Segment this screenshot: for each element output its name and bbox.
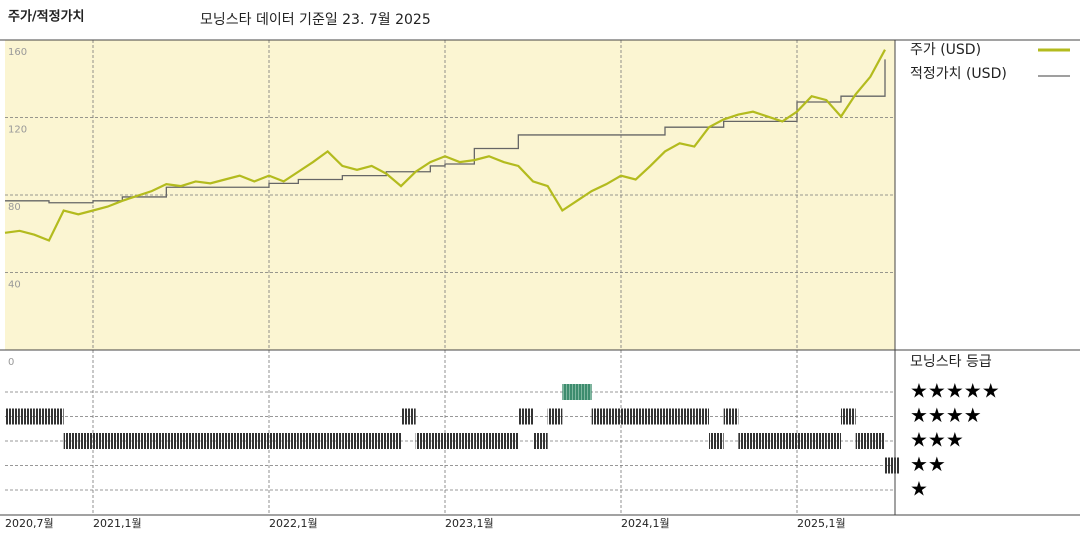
- rating-bar: [679, 408, 695, 425]
- rating-bar: [195, 433, 211, 449]
- y-tick-label: 80: [8, 202, 21, 213]
- rating-bar: [606, 408, 621, 425]
- rating-bar: [782, 433, 797, 449]
- rating-bar: [723, 408, 739, 425]
- rating-bar: [621, 408, 636, 425]
- rating-bar: [239, 433, 255, 449]
- rating-bar: [107, 433, 123, 449]
- rating-bar: [445, 433, 460, 449]
- rating-bar: [122, 433, 137, 449]
- rating-bar: [430, 433, 445, 449]
- rating-bar: [49, 408, 64, 425]
- x-tick-label: 2022,1월: [269, 517, 318, 530]
- rating-bar: [885, 457, 900, 474]
- rating-bar: [93, 433, 108, 449]
- rating-bar: [811, 433, 827, 449]
- rating-bar: [313, 433, 328, 449]
- rating-bar: [166, 433, 181, 449]
- x-tick-label: 2025,1월: [797, 517, 846, 530]
- chart-title: 주가/적정가치: [8, 9, 85, 25]
- rating-bar: [225, 433, 240, 449]
- rating-bar: [489, 433, 504, 449]
- y-tick-label: 40: [8, 280, 21, 291]
- rating-bar: [254, 433, 269, 449]
- rating-bar: [371, 433, 387, 449]
- rating-bar: [709, 433, 724, 449]
- rating-bar: [151, 433, 167, 449]
- rating-bar: [34, 408, 49, 425]
- rating-level-label: ★★★★★: [910, 379, 1000, 403]
- rating-level-label: ★★★: [910, 428, 964, 452]
- rating-bar: [635, 408, 651, 425]
- rating-bar: [401, 408, 416, 425]
- rating-bar: [357, 433, 372, 449]
- chart-subtitle: 모닝스타 데이터 기준일 23. 7월 2025: [200, 12, 431, 28]
- rating-title: 모닝스타 등급: [910, 354, 992, 370]
- price-line: [4, 49, 886, 242]
- rating-bar: [870, 433, 885, 449]
- rating-bar: [855, 433, 871, 449]
- rating-bar: [415, 433, 431, 449]
- rating-bar: [298, 433, 313, 449]
- rating-bar: [503, 433, 519, 449]
- rating-bar: [19, 408, 35, 425]
- rating-bar: [650, 408, 665, 425]
- rating-bar: [459, 433, 475, 449]
- marks: [4, 49, 900, 474]
- rating-bar: [327, 433, 343, 449]
- rating-bar: [738, 433, 753, 449]
- y-tick-label: 120: [8, 125, 27, 136]
- rating-bar: [283, 433, 299, 449]
- y-tick-label: 160: [8, 47, 27, 58]
- rating-bar: [753, 433, 768, 449]
- y-tick-label: 0: [8, 357, 14, 368]
- rating-bar: [841, 408, 856, 425]
- rating-level-label: ★★★★: [910, 403, 982, 427]
- x-tick-label: 2020,7월: [5, 517, 54, 530]
- legend-label: 적정가치 (USD): [910, 66, 1007, 82]
- rating-bar: [533, 433, 548, 449]
- rating-bar: [665, 408, 680, 425]
- rating-bar: [547, 408, 563, 425]
- rating-bar: [181, 433, 196, 449]
- rating-bar: [474, 433, 489, 449]
- x-tick-label: 2024,1월: [621, 517, 670, 530]
- rating-bar: [269, 433, 284, 449]
- rating-bar: [78, 433, 93, 449]
- x-tick-label: 2023,1월: [445, 517, 494, 530]
- x-tick-label: 2021,1월: [93, 517, 142, 530]
- rating-bar: [797, 433, 812, 449]
- rating-bar: [518, 408, 533, 425]
- legend-label: 주가 (USD): [910, 42, 981, 58]
- rating-bar: [591, 408, 607, 425]
- rating-bar: [826, 433, 841, 449]
- rating-bar: [342, 433, 357, 449]
- rating-bar: [63, 433, 79, 449]
- rating-level-label: ★★: [910, 452, 946, 476]
- fair-value-line: [5, 59, 886, 204]
- rating-bar: [5, 408, 20, 425]
- rating-level-label: ★: [910, 477, 928, 501]
- rating-bar: [137, 433, 152, 449]
- rating-bar: [386, 433, 401, 449]
- rating-bar: [694, 408, 709, 425]
- rating-bar: [210, 433, 225, 449]
- rating-bar: [577, 384, 592, 400]
- rating-bar: [767, 433, 783, 449]
- rating-bar: [562, 384, 577, 400]
